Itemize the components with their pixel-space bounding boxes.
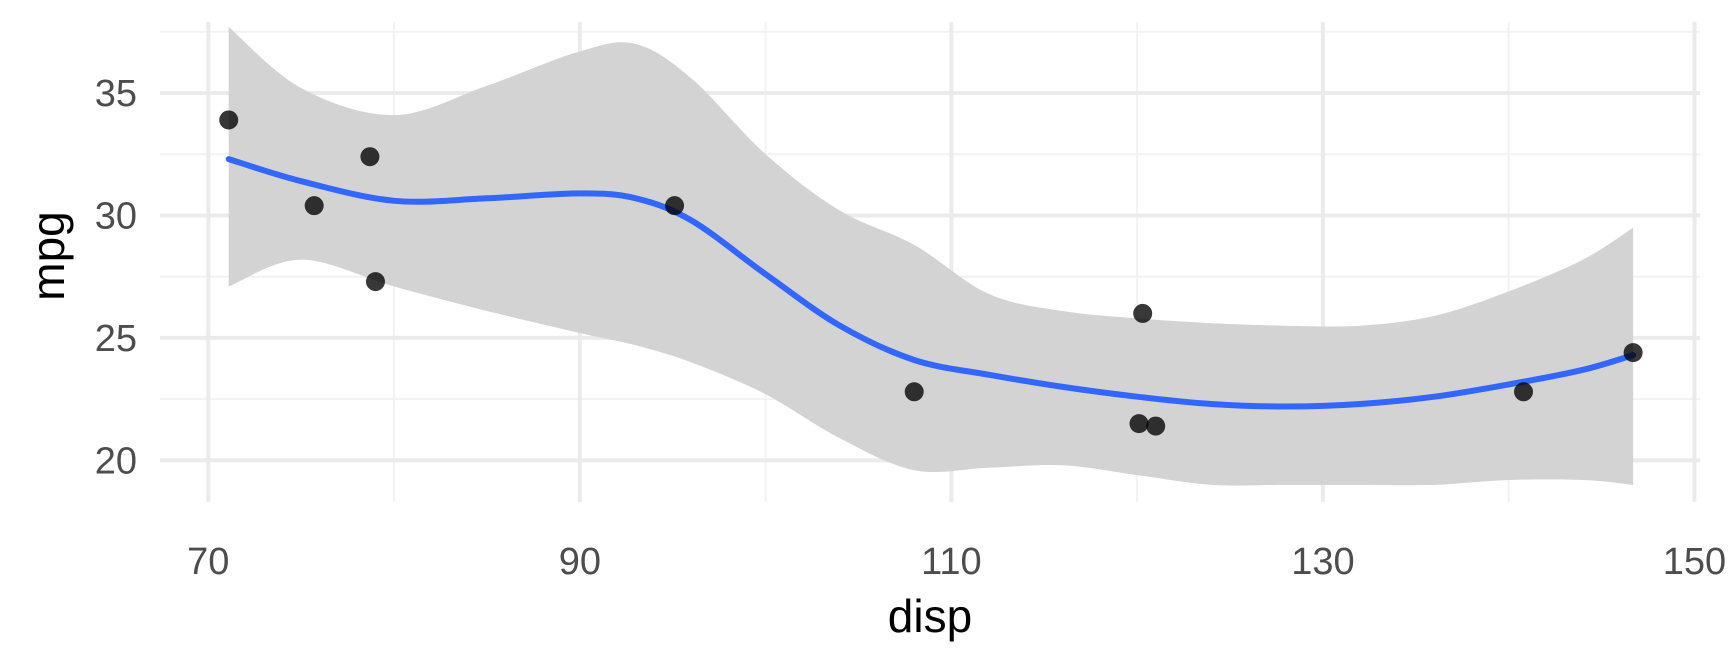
data-point [1623,343,1643,363]
data-point [665,196,685,216]
data-point [304,196,324,216]
data-point [904,382,924,402]
y-tick-labels: 20 25 30 35 [95,73,137,482]
x-tick-label: 110 [921,541,982,583]
data-point [219,110,239,130]
y-tick-label: 30 [95,195,137,237]
x-tick-labels: 70 90 110 130 150 [187,541,1726,583]
data-point [365,272,385,292]
x-tick-label: 70 [187,541,229,583]
smooth-line-layer [225,156,1637,410]
x-axis-title: disp [888,590,972,642]
smooth-line [225,156,1637,410]
y-tick-label: 35 [95,73,137,115]
data-point [1133,303,1153,323]
data-point [1514,382,1534,402]
x-tick-label: 150 [1663,541,1726,583]
data-point [1146,416,1166,436]
confidence-band-layer [228,26,1634,486]
x-tick-label: 90 [559,541,601,583]
y-tick-label: 20 [95,440,137,482]
data-point [360,147,380,167]
confidence-band [228,26,1634,486]
points-layer [219,110,1643,436]
y-axis-title: mpg [22,211,74,300]
x-tick-label: 130 [1291,541,1354,583]
data-point [1129,414,1149,434]
y-tick-label: 25 [95,318,137,360]
